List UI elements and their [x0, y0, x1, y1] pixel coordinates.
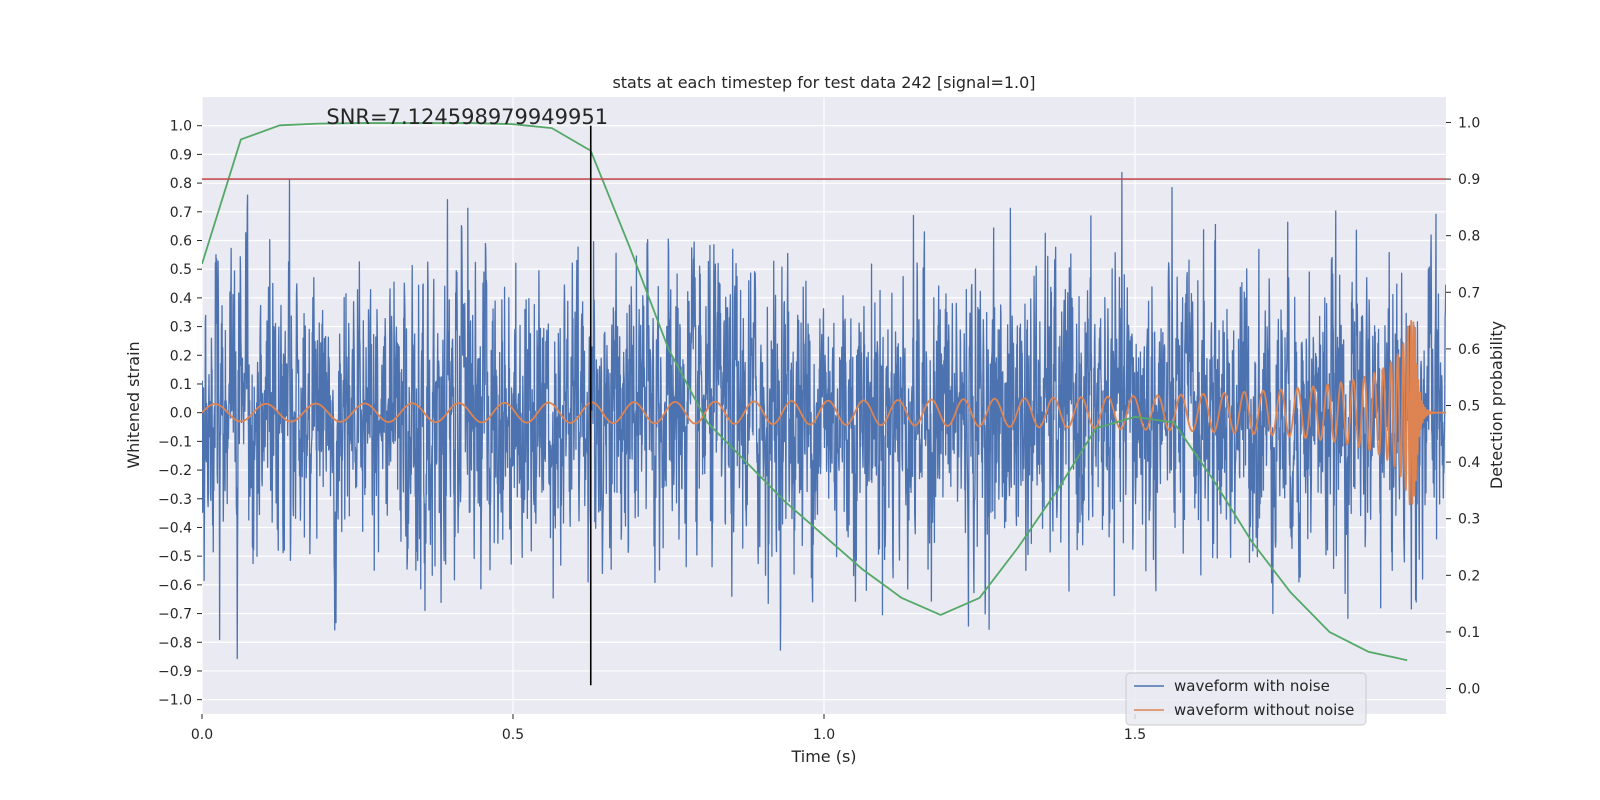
y-tick-label: −0.2 — [158, 463, 192, 479]
legend-label-clean: waveform without noise — [1174, 701, 1354, 719]
y-tick-label: −0.7 — [158, 607, 192, 623]
y-tick-label: −0.8 — [158, 635, 192, 651]
y-tick-label: −0.1 — [158, 434, 192, 450]
y2-tick-label: 0.8 — [1458, 229, 1480, 245]
legend-label-noise: waveform with noise — [1174, 677, 1330, 695]
y-tick-label: 0.6 — [170, 233, 192, 249]
y2-tick-label: 0.3 — [1458, 512, 1480, 528]
y2-tick-label: 0.0 — [1458, 682, 1480, 698]
series-layer — [202, 122, 1446, 686]
axes: 1.0 0.9 0.8 0.7 0.6 0.5 0.4 0.3 0.2 0.1 0.0 −0.1 −0.… — [158, 115, 1480, 743]
y-tick-label: 0.5 — [170, 262, 192, 278]
y-tick-label: −0.3 — [158, 492, 192, 508]
y-axis-label: Whitened strain — [124, 341, 143, 468]
y-tick-label: −1.0 — [158, 693, 192, 709]
y2-tick-label: 0.5 — [1458, 399, 1480, 415]
series-line — [202, 122, 1408, 662]
series-line — [202, 171, 1446, 660]
legend: waveform with noise waveform without noi… — [1125, 672, 1367, 726]
snr-annotation: SNR=7.124598979949951 — [326, 105, 608, 129]
y2-tick-label: 0.6 — [1458, 342, 1480, 358]
y-tick-label: 0.7 — [170, 205, 192, 221]
y-tick-label: 0.1 — [170, 377, 192, 393]
y2-tick-label: 0.4 — [1458, 455, 1480, 471]
y-tick-label: −0.4 — [158, 520, 192, 536]
x-tick-label: 1.0 — [813, 727, 835, 743]
y-tick-label: 0.3 — [170, 320, 192, 336]
y2-axis-label: Detection probability — [1487, 321, 1506, 489]
y2-tick-label: 0.7 — [1458, 285, 1480, 301]
series-line — [202, 320, 1446, 506]
y2-tick-label: 1.0 — [1458, 115, 1480, 131]
y-tick-label: 0.2 — [170, 348, 192, 364]
y-tick-label: −0.6 — [158, 578, 192, 594]
x-tick-label: 0.5 — [502, 727, 524, 743]
y2-tick-label: 0.2 — [1458, 568, 1480, 584]
legend-box — [1125, 672, 1367, 726]
y-tick-label: 0.9 — [170, 147, 192, 163]
y-tick-label: 0.8 — [170, 176, 192, 192]
y2-tick-label: 0.9 — [1458, 172, 1480, 188]
y-tick-label: 1.0 — [170, 119, 192, 135]
x-tick-label: 0.0 — [191, 727, 213, 743]
y-tick-label: 0.0 — [170, 406, 192, 422]
y-tick-label: −0.5 — [158, 549, 192, 565]
y-tick-label: 0.4 — [170, 291, 192, 307]
y-tick-label: −0.9 — [158, 664, 192, 680]
chart-title: stats at each timestep for test data 242… — [612, 73, 1035, 92]
x-axis-label: Time (s) — [790, 747, 856, 766]
x-tick-label: 1.5 — [1124, 727, 1146, 743]
y2-tick-label: 0.1 — [1458, 625, 1480, 641]
